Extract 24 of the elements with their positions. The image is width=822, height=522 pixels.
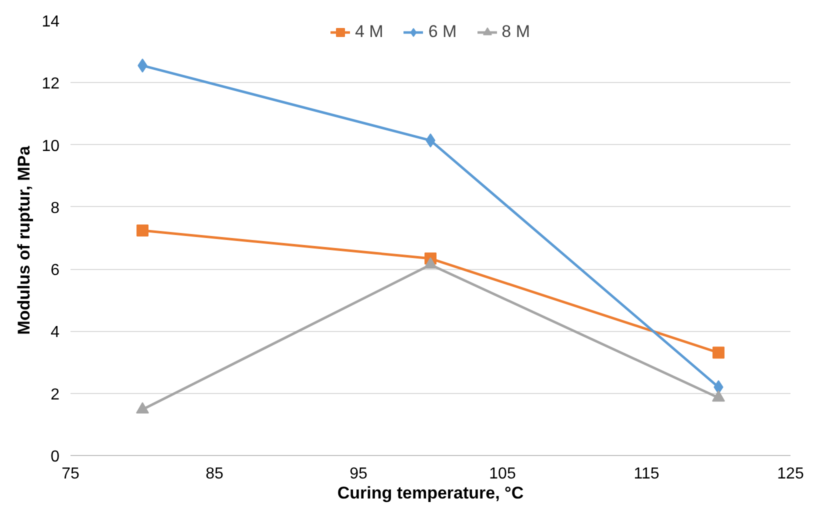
x-tick-label: 95 xyxy=(350,466,368,482)
y-tick-label: 8 xyxy=(50,200,60,217)
legend-label: 8 M xyxy=(502,22,530,42)
legend-label: 6 M xyxy=(428,22,457,42)
x-tick-label: 105 xyxy=(489,466,516,482)
y-tick-label: 6 xyxy=(50,262,60,280)
y-tick-label: 10 xyxy=(42,138,60,155)
y-tick-label: 4 xyxy=(50,324,60,342)
y-tick-label: 2 xyxy=(50,386,60,404)
point xyxy=(136,224,148,237)
x-tick-label: 85 xyxy=(206,466,224,482)
x-tick-label: 75 xyxy=(62,466,80,482)
y-tick-label: 12 xyxy=(42,76,60,93)
point xyxy=(136,402,149,414)
point xyxy=(712,346,724,359)
y-tick-label: 0 xyxy=(50,448,60,466)
legend-label: 4 M xyxy=(354,22,384,42)
y-tick-label: 14 xyxy=(42,14,60,30)
y-axis-title: Modulus of ruptur, MPa xyxy=(14,145,34,335)
point xyxy=(712,390,725,402)
x-axis-title: Curing temperature, °C xyxy=(337,484,524,502)
x-tick-label: 125 xyxy=(777,466,804,482)
x-tick-label: 115 xyxy=(634,466,660,482)
point xyxy=(424,257,437,269)
